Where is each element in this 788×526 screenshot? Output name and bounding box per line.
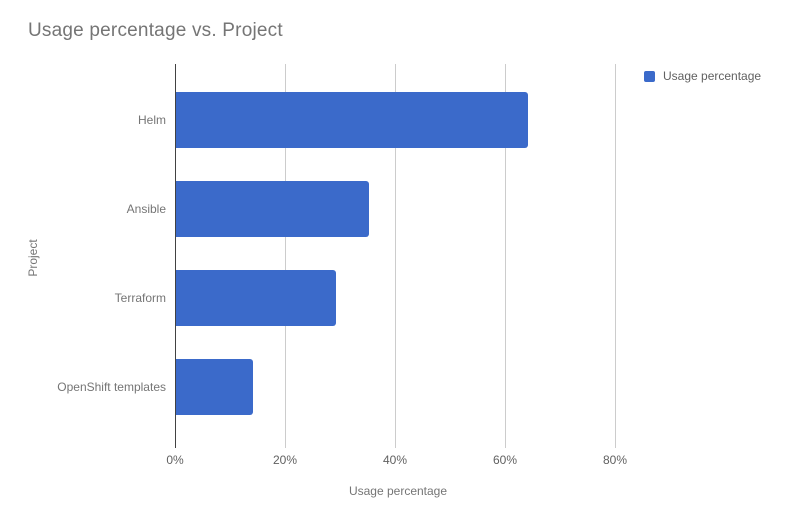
- bar-helm[interactable]: [176, 92, 528, 149]
- bar-openshift-templates[interactable]: [176, 358, 253, 415]
- gridline: [615, 64, 616, 448]
- gridline: [285, 64, 286, 448]
- category-label: Ansible: [126, 202, 166, 217]
- x-tick-labels: 0% 20% 40% 60% 80%: [166, 453, 627, 469]
- bar-row: Helm: [138, 76, 621, 165]
- plot-area: Helm Ansible Terraform OpenShift templates …: [57, 64, 627, 467]
- legend-label: Usage percentage: [663, 69, 762, 83]
- bar-row: OpenShift templates: [57, 342, 621, 431]
- bar-terraform[interactable]: [176, 269, 336, 326]
- x-tick-label: 40%: [382, 453, 408, 467]
- bar-rows: Helm Ansible Terraform OpenShift templates: [57, 76, 621, 431]
- y-axis-title: Project: [26, 239, 40, 277]
- category-label: Terraform: [114, 290, 166, 305]
- x-tick-label: 80%: [602, 453, 628, 467]
- category-label: OpenShift templates: [57, 379, 166, 394]
- bar-row: Terraform: [115, 254, 621, 343]
- legend[interactable]: Usage percentage: [644, 69, 761, 83]
- category-label: Helm: [137, 113, 166, 128]
- gridline: [505, 64, 506, 448]
- y-axis-line: [175, 64, 176, 448]
- chart-title: Usage percentage vs. Project: [28, 20, 283, 41]
- gridline: [395, 64, 396, 448]
- x-axis-title: Usage percentage: [348, 484, 448, 498]
- legend-swatch: [644, 70, 655, 82]
- x-tick-label: 60%: [492, 453, 518, 467]
- x-tick-label: 0%: [166, 453, 184, 467]
- bar-ansible[interactable]: [176, 181, 369, 238]
- bar-row: Ansible: [127, 165, 621, 254]
- x-tick-label: 20%: [272, 453, 298, 467]
